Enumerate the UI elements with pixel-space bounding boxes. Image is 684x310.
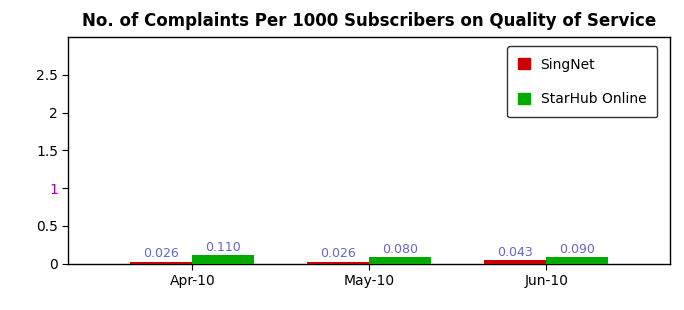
Bar bbox=[369, 258, 432, 264]
Text: 0.090: 0.090 bbox=[560, 243, 595, 255]
Legend: SingNet, StarHub Online: SingNet, StarHub Online bbox=[508, 46, 657, 117]
Bar bbox=[307, 262, 369, 264]
Title: No. of Complaints Per 1000 Subscribers on Quality of Service: No. of Complaints Per 1000 Subscribers o… bbox=[82, 12, 657, 30]
Bar bbox=[484, 260, 547, 264]
Text: 0.043: 0.043 bbox=[497, 246, 534, 259]
Bar bbox=[547, 257, 608, 264]
Text: 0.110: 0.110 bbox=[205, 241, 241, 254]
Bar bbox=[192, 255, 254, 264]
Text: 0.026: 0.026 bbox=[321, 247, 356, 260]
Bar bbox=[131, 262, 192, 264]
Text: 0.026: 0.026 bbox=[144, 247, 179, 260]
Text: 0.080: 0.080 bbox=[382, 243, 419, 256]
